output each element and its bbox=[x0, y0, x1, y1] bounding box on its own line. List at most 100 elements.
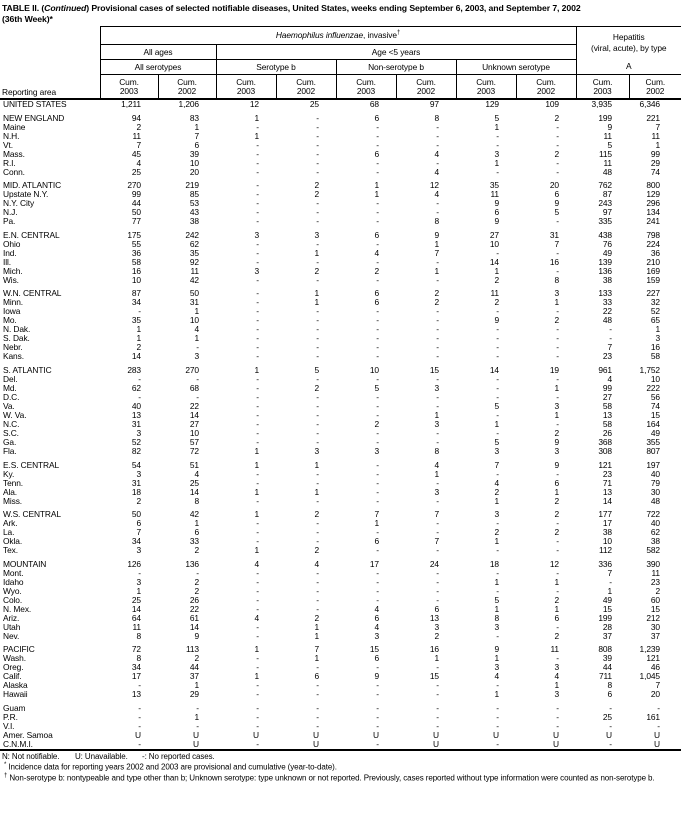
value-cell: - bbox=[556, 131, 559, 141]
value-cell: 1,752 bbox=[639, 365, 661, 375]
table-row: Calif. 17 37 1 6 9 15 4 4 711 1,045 bbox=[0, 672, 681, 681]
value-cell: 2 bbox=[434, 631, 439, 641]
table-row: Ky. 3 4 - - - 1 - - 23 40 bbox=[0, 470, 681, 479]
value-cell: 2 bbox=[494, 487, 499, 497]
reporting-area-cell: Nev. bbox=[3, 631, 20, 641]
value-cell: 11 bbox=[550, 645, 560, 655]
value-cell: - bbox=[496, 343, 499, 353]
value-cell: - bbox=[256, 478, 259, 488]
table-row: V.I. - - - - - - - - - - bbox=[0, 722, 681, 731]
value-cell: 3 bbox=[136, 577, 141, 587]
value-cell: 800 bbox=[646, 181, 660, 191]
col-header-cum-2002: Cum. 2002 bbox=[276, 74, 337, 100]
value-cell: - bbox=[376, 217, 379, 227]
value-cell: 1 bbox=[314, 298, 319, 308]
reporting-area-cell: MID. ATLANTIC bbox=[3, 181, 62, 191]
table-row: Mo. 35 10 - - - - 9 2 48 65 bbox=[0, 316, 681, 325]
value-cell: - bbox=[138, 739, 141, 749]
value-cell: - bbox=[556, 546, 559, 556]
reporting-area-cell: Mass. bbox=[3, 149, 25, 159]
value-cell: 1 bbox=[194, 334, 199, 344]
value-cell: 20 bbox=[189, 167, 199, 177]
value-cell: 1 bbox=[194, 519, 199, 529]
value-cell: - bbox=[436, 352, 439, 362]
value-cell: 14 bbox=[131, 604, 141, 614]
value-cell: 8 bbox=[194, 496, 199, 506]
value-cell: U bbox=[313, 730, 319, 740]
table-row: PACIFIC 72 113 1 7 15 16 9 11 808 1,239 bbox=[0, 645, 681, 654]
value-cell: 283 bbox=[127, 365, 141, 375]
reporting-area-cell: PACIFIC bbox=[3, 645, 35, 655]
value-cell: - bbox=[316, 199, 319, 209]
value-cell: 11 bbox=[132, 131, 142, 141]
value-cell: 6 bbox=[434, 604, 439, 614]
value-cell: - bbox=[376, 437, 379, 447]
table-row: MID. ATLANTIC 270 219 - 2 1 12 35 20 762 800 bbox=[0, 181, 681, 190]
value-cell: 1 bbox=[554, 383, 559, 393]
value-cell: - bbox=[376, 352, 379, 362]
value-cell: - bbox=[496, 631, 499, 641]
value-cell: 9 bbox=[494, 217, 499, 227]
value-cell: 3 bbox=[136, 546, 141, 556]
value-cell: 64 bbox=[131, 613, 141, 623]
reporting-area-cell: Mo. bbox=[3, 316, 17, 326]
value-cell: - bbox=[316, 712, 319, 722]
value-cell: - bbox=[316, 519, 319, 529]
value-cell: 762 bbox=[598, 181, 612, 191]
value-cell: 48 bbox=[650, 496, 660, 506]
table-row: Colo. 25 26 - - - - 5 2 49 60 bbox=[0, 596, 681, 605]
value-cell: - bbox=[496, 325, 499, 335]
value-cell: - bbox=[556, 334, 559, 344]
value-cell: - bbox=[496, 248, 499, 258]
value-cell: - bbox=[556, 537, 559, 547]
value-cell: - bbox=[376, 343, 379, 353]
value-cell: - bbox=[138, 712, 141, 722]
value-cell: - bbox=[496, 721, 499, 731]
table-row: Wyo. 1 2 - - - - - - 1 2 bbox=[0, 587, 681, 596]
value-cell: 34 bbox=[131, 298, 141, 308]
value-cell: 74 bbox=[650, 167, 660, 177]
value-cell: 1 bbox=[194, 307, 199, 317]
value-cell: 2 bbox=[136, 496, 141, 506]
value-cell: - bbox=[196, 374, 199, 384]
value-cell: - bbox=[316, 681, 319, 691]
table-row: Ohio 55 62 - - - 1 10 7 76 224 bbox=[0, 240, 681, 249]
value-cell: 15 bbox=[602, 604, 612, 614]
value-cell: - bbox=[256, 469, 259, 479]
reporting-area-cell: N. Dak. bbox=[3, 325, 31, 335]
value-cell: 2 bbox=[494, 298, 499, 308]
value-cell: - bbox=[436, 712, 439, 722]
value-cell: 39 bbox=[602, 654, 612, 664]
value-cell: 1 bbox=[254, 645, 259, 655]
value-cell: - bbox=[496, 519, 499, 529]
value-cell: - bbox=[496, 703, 499, 713]
value-cell: 60 bbox=[650, 595, 660, 605]
value-cell: 35 bbox=[189, 248, 199, 258]
col-header-cum-2003: Cum. 2003 bbox=[456, 74, 517, 100]
value-cell: - bbox=[556, 568, 559, 578]
footnotes: N: Not notifiable. U: Unavailable. -: No r… bbox=[0, 751, 681, 782]
value-cell: 4 bbox=[607, 374, 612, 384]
value-cell: - bbox=[436, 595, 439, 605]
value-cell: - bbox=[256, 257, 259, 267]
value-cell: - bbox=[316, 401, 319, 411]
value-cell: 270 bbox=[185, 365, 199, 375]
value-cell: - bbox=[256, 352, 259, 362]
value-cell: - bbox=[256, 654, 259, 664]
value-cell: 94 bbox=[131, 113, 141, 123]
value-cell: 58 bbox=[131, 257, 141, 267]
value-cell: 6 bbox=[607, 690, 612, 700]
value-cell: - bbox=[436, 275, 439, 285]
value-cell: 3 bbox=[434, 383, 439, 393]
value-cell: 15 bbox=[429, 365, 439, 375]
value-cell: 4 bbox=[254, 559, 259, 569]
value-cell: - bbox=[436, 374, 439, 384]
value-cell: 1 bbox=[254, 446, 259, 456]
hepatitis-group-header: Hepatitis (viral, acute), by type bbox=[575, 26, 681, 60]
table-row: Pa. 77 38 - - - 8 9 - 335 241 bbox=[0, 217, 681, 226]
value-cell: 3 bbox=[494, 510, 499, 520]
table-row: Maine 2 1 - - - - 1 - 9 7 bbox=[0, 123, 681, 132]
value-cell: - bbox=[496, 428, 499, 438]
value-cell: 7 bbox=[194, 131, 199, 141]
value-cell: 368 bbox=[598, 437, 612, 447]
